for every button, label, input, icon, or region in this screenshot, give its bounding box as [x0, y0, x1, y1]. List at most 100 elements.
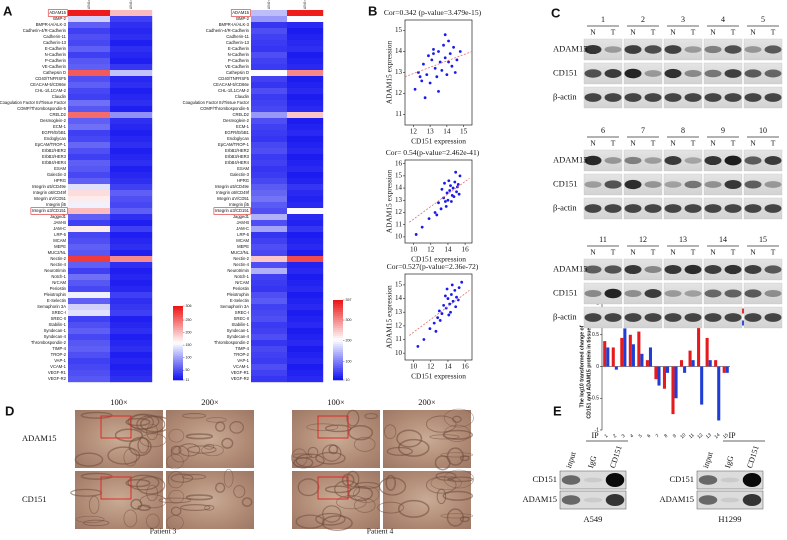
- row-label: VE-Cadherin: [42, 64, 67, 69]
- blot-strip: [663, 282, 703, 305]
- blot-row-label: CD151: [553, 67, 578, 77]
- scatter-point: [447, 313, 451, 317]
- tissue-texture: [348, 425, 374, 441]
- colorbar-step: [333, 310, 343, 313]
- colorbar-step: [333, 314, 343, 317]
- scatter-point: [434, 329, 438, 333]
- y-tick-label: 15: [395, 26, 403, 34]
- tissue-texture: [378, 477, 407, 496]
- tissue-texture: [353, 485, 380, 503]
- heatmap-cell: [287, 172, 324, 179]
- colorbar-step: [173, 311, 183, 314]
- heatmap-cell: [287, 88, 324, 95]
- colorbar-step: [333, 300, 343, 303]
- heatmap-cell: [68, 196, 111, 203]
- bar: [662, 366, 666, 389]
- ip-band: [583, 497, 603, 503]
- y-tick-label: 14: [395, 294, 403, 302]
- blot-band: [584, 44, 602, 55]
- row-label: Stabilin-1: [49, 322, 67, 327]
- scatter-title: Cor=0.527(p-value=2.36e-72): [387, 262, 479, 271]
- plot-frame: [404, 273, 473, 361]
- x-tick-label: 14: [443, 128, 451, 136]
- heatmap-cell: [110, 16, 153, 23]
- heatmap-cell: [68, 328, 111, 335]
- bar: [648, 347, 653, 367]
- scatter-point: [447, 39, 450, 43]
- blot-strip: [663, 306, 703, 329]
- blot-band: [704, 155, 722, 166]
- colorbar-step: [333, 342, 343, 345]
- colorbar-tick-label: 10: [346, 378, 350, 382]
- bar: [700, 366, 704, 405]
- row-label: Jagged1: [233, 214, 250, 219]
- row-label: Stabilin-1: [232, 322, 250, 327]
- heatmap-cell: [68, 70, 111, 77]
- bar: [611, 347, 615, 367]
- blot-band: [624, 313, 642, 322]
- heatmap-cell: [68, 82, 111, 89]
- blot-band: [764, 313, 782, 322]
- tissue-texture: [429, 434, 460, 440]
- tissue-texture: [442, 429, 474, 440]
- heatmap-cell: [287, 34, 324, 41]
- heatmap-cell: [251, 196, 288, 203]
- scatter-point: [450, 64, 454, 68]
- colorbar-step: [173, 318, 183, 322]
- tissue-texture: [354, 497, 376, 513]
- tissue-texture: [383, 424, 397, 440]
- blot-band: [724, 45, 742, 54]
- heatmap-cell: [251, 202, 288, 209]
- heatmap-cell: [251, 118, 288, 125]
- colorbar-step: [333, 366, 343, 369]
- tissue-texture: [123, 448, 138, 467]
- row-label: E-Cadherin: [45, 46, 67, 51]
- heatmap-cell: [287, 214, 324, 221]
- heatmap-cell: [68, 178, 111, 185]
- heatmap-cell: [68, 28, 111, 35]
- heatmap-cell: [251, 298, 288, 305]
- row-label: Integrin β5: [229, 202, 250, 207]
- row-label: TIMP-4: [52, 346, 66, 351]
- blot-band: [664, 264, 682, 275]
- row-label: Periostin: [233, 286, 250, 291]
- bar: [645, 360, 649, 367]
- y-tick-label: 12: [395, 208, 403, 216]
- heatmap-cell: [110, 280, 153, 287]
- blot-band: [644, 265, 662, 274]
- y-axis-label: The log10 transformed change of: [579, 325, 585, 407]
- blot-strip: [663, 173, 703, 196]
- scatter-point: [435, 213, 439, 217]
- tissue-texture: [435, 471, 457, 481]
- scatter-title: Cor= 0.54(p-value=2.462e-41): [386, 148, 480, 157]
- lane-label: T: [651, 139, 656, 148]
- heatmap-cell: [251, 328, 288, 335]
- heatmap-cell: [68, 232, 111, 239]
- blot-band: [664, 45, 682, 54]
- tissue-texture: [125, 417, 151, 427]
- row-label: ErbB2/HER2: [42, 148, 67, 153]
- colorbar-step: [173, 309, 183, 312]
- blot-band: [744, 204, 762, 213]
- colorbar-step: [333, 370, 343, 373]
- colorbar-step: [173, 313, 183, 316]
- lane-label: N: [590, 139, 596, 148]
- scatter-point: [451, 186, 455, 190]
- scatter-point: [442, 303, 446, 307]
- heatmap-cell: [110, 22, 153, 29]
- row-label: Thrombospondin-2: [31, 340, 67, 345]
- heatmap-cell: [251, 214, 288, 221]
- heatmap-cell: [287, 154, 324, 161]
- row-label: VEGF-R2: [231, 376, 250, 381]
- magnification-label: 100×: [110, 397, 128, 407]
- colorbar-step: [333, 360, 343, 363]
- bar: [654, 366, 658, 380]
- colorbar-tick-label: 250: [186, 318, 192, 322]
- blot-band: [584, 289, 602, 298]
- blot-band: [584, 155, 602, 166]
- heatmap-cell: [287, 310, 324, 317]
- row-label: Galectin-3: [230, 172, 250, 177]
- row-label: E-Cadherin: [228, 46, 250, 51]
- x-axis-label: CD151 expression: [411, 372, 466, 381]
- lane-label: T: [771, 28, 776, 37]
